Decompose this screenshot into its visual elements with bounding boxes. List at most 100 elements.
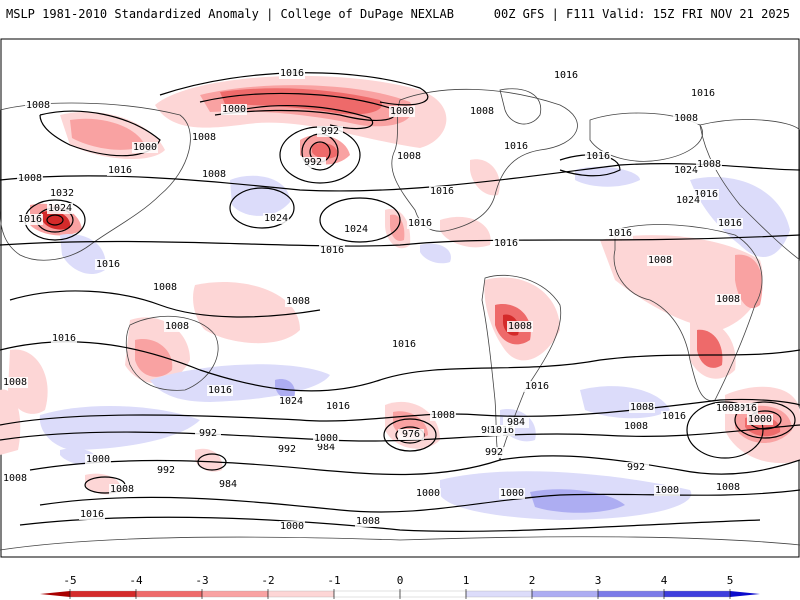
- isobar-label-bg: [2, 473, 28, 484]
- isobar-label: 1008: [110, 484, 134, 495]
- isobar-label-bg: [47, 203, 73, 214]
- isobar-label: 1008: [202, 169, 226, 180]
- legend-swatch: [465, 590, 533, 598]
- greenland-outline: [499, 88, 542, 125]
- isobar-label-bg: [696, 159, 722, 170]
- legend-swatch: [69, 590, 137, 598]
- africa-outline: [613, 224, 763, 401]
- isobar-label: 1024: [48, 203, 72, 214]
- anomaly-shade: [735, 254, 763, 309]
- anomaly-shade: [0, 389, 21, 455]
- australia-outline: [125, 315, 219, 391]
- isobar-label-bg: [85, 454, 111, 465]
- isobar-label-bg: [623, 462, 649, 473]
- map-title: MSLP 1981-2010 Standardized Anomaly | Co…: [6, 7, 454, 21]
- anomaly-shade: [697, 329, 723, 368]
- isobar-label-bg: [343, 224, 369, 235]
- isobar-label-bg: [429, 186, 455, 197]
- legend-arrow-left: [40, 591, 70, 597]
- anomaly-shade: [312, 143, 338, 159]
- isobar-label: 1016: [694, 189, 718, 200]
- isobar-label: 1016: [608, 228, 632, 239]
- isobar-label: 1016: [525, 381, 549, 392]
- legend-tick-label: 5: [727, 574, 734, 587]
- isobar-label-bg: [507, 321, 533, 332]
- isobar-label-bg: [398, 429, 424, 440]
- anomaly-shade: [440, 216, 491, 248]
- legend-swatch: [267, 590, 335, 598]
- anomaly-shade: [575, 166, 640, 187]
- isobar-label-bg: [79, 509, 105, 520]
- isobar-label-bg: [201, 169, 227, 180]
- isobar-label-bg: [313, 433, 339, 444]
- isobar-label-bg: [654, 485, 680, 496]
- isobar-label: 1000: [500, 488, 524, 499]
- isobar-label: 1000: [222, 104, 246, 115]
- isobar-label: 1008: [3, 377, 27, 388]
- legend-swatch: [531, 590, 599, 598]
- isobar-label: 1024: [674, 165, 698, 176]
- isobar-label-bg: [553, 70, 579, 81]
- isobar-label: 1016: [326, 401, 350, 412]
- isobar-label-bg: [274, 444, 300, 455]
- isobar-label-bg: [396, 151, 422, 162]
- isobar-label: 1016: [718, 218, 742, 229]
- legend-swatch: [597, 590, 665, 598]
- model-run-valid-time: 00Z GFS | F111 Valid: 15Z FRI NOV 21 202…: [493, 7, 790, 21]
- anomaly-shade: [230, 175, 290, 216]
- isobar-label: 992: [321, 126, 339, 137]
- anomaly-shade: [193, 282, 300, 344]
- isobar: [734, 401, 796, 439]
- isobar-label: 1000: [748, 414, 772, 425]
- isobar-label-bg: [489, 425, 515, 436]
- isobar: [383, 418, 437, 452]
- isobar: [559, 154, 621, 177]
- isobar-label-bg: [503, 417, 529, 428]
- isobar-label: 1016: [392, 339, 416, 350]
- isobar-label: 1016: [662, 411, 686, 422]
- isobar-label: 1024: [344, 224, 368, 235]
- isobar-label-bg: [300, 157, 326, 168]
- isobar: [19, 516, 761, 532]
- isobar-label: 1008: [192, 132, 216, 143]
- isobar-label: 1016: [18, 214, 42, 225]
- isobar-label-bg: [715, 403, 741, 414]
- isobar: [239, 105, 374, 130]
- isobar-label: 1000: [390, 106, 414, 117]
- isobar-label: 984: [219, 479, 237, 490]
- isobar-label: 992: [157, 465, 175, 476]
- legend-arrow-right: [730, 591, 760, 597]
- isobar-label-bg: [278, 396, 304, 407]
- isobar-label-bg: [195, 428, 221, 439]
- isobar: [229, 187, 295, 229]
- isobar-label: 1008: [286, 296, 310, 307]
- isobar-label: 1008: [624, 421, 648, 432]
- isobar-label-bg: [152, 282, 178, 293]
- isobar-label-bg: [51, 333, 77, 344]
- isobar-label: 992: [199, 428, 217, 439]
- isobar-label: 1016: [408, 218, 432, 229]
- isobar-label-bg: [191, 132, 217, 143]
- isobar-label-bg: [715, 294, 741, 305]
- isobar-label-bg: [469, 106, 495, 117]
- legend-tick-label: 0: [397, 574, 404, 587]
- isobar-label: 1008: [397, 151, 421, 162]
- isobar-label: 976: [402, 429, 420, 440]
- isobar-label: 1016: [494, 238, 518, 249]
- isobar-label: 1008: [716, 403, 740, 414]
- isobar: [686, 401, 764, 459]
- legend-swatch: [201, 590, 269, 598]
- isobar-label-bg: [2, 377, 28, 388]
- isobar-label-bg: [407, 218, 433, 229]
- isobar-label-bg: [499, 488, 525, 499]
- legend-bar: [40, 590, 760, 598]
- legend-tick-label: 3: [595, 574, 602, 587]
- isobar-label-bg: [263, 213, 289, 224]
- isobar-label-bg: [153, 465, 179, 476]
- isobar-label-bg: [647, 255, 673, 266]
- isobar-label-bg: [717, 218, 743, 229]
- isobar-label: 1008: [674, 113, 698, 124]
- isobar-label: 1016: [208, 385, 232, 396]
- isobar: [199, 92, 396, 121]
- anomaly-shade: [60, 234, 106, 275]
